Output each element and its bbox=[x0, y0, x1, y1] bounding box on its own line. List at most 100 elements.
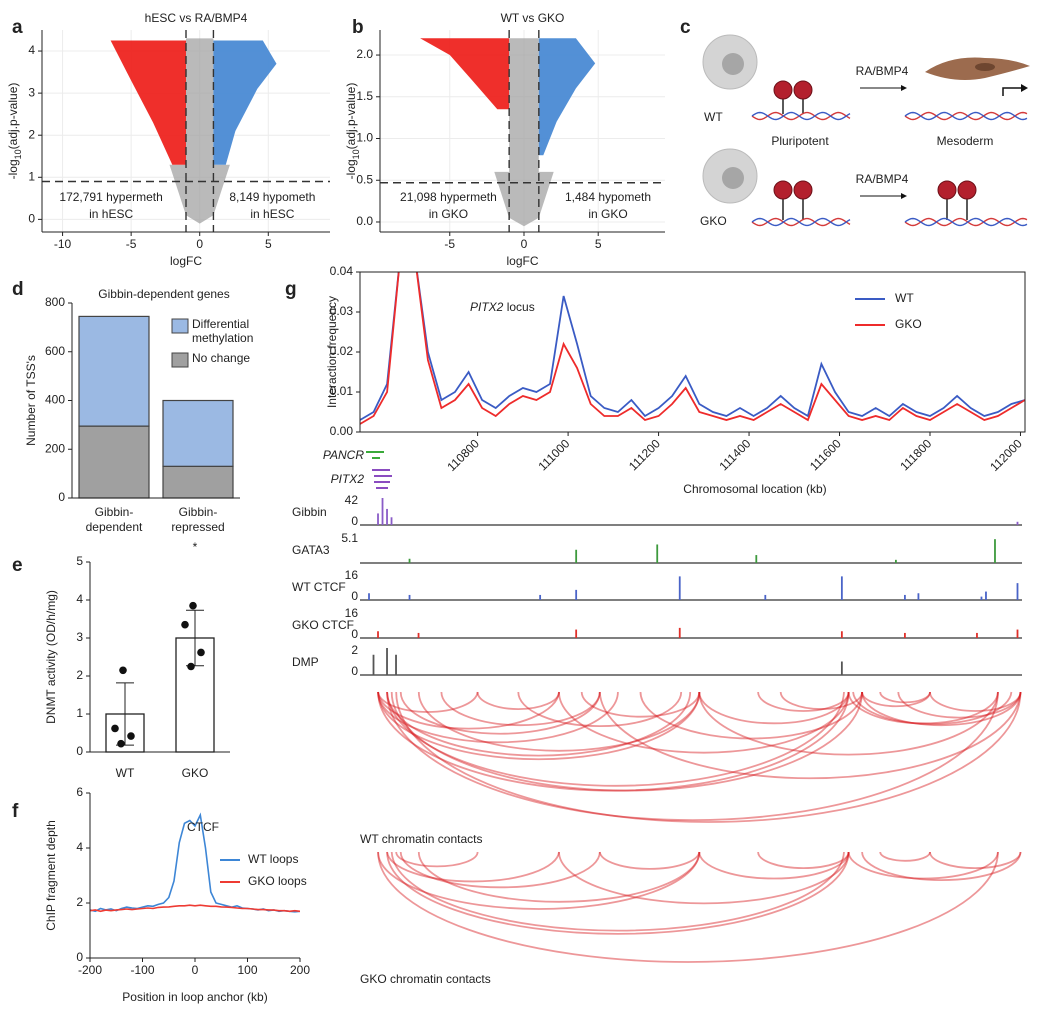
y-tick-label: 4 bbox=[76, 592, 83, 606]
gene-models bbox=[366, 451, 392, 489]
chart-title: WT vs GKO bbox=[501, 11, 565, 25]
x-tick-label: Gibbin- bbox=[179, 505, 218, 519]
line bbox=[90, 904, 300, 913]
x-tick-label: -5 bbox=[444, 237, 455, 251]
signal-bar bbox=[895, 559, 897, 563]
y-tick-label: 6 bbox=[76, 785, 83, 799]
dna-strand bbox=[751, 217, 851, 227]
track-label: DMP bbox=[292, 655, 319, 669]
data-point bbox=[127, 732, 135, 740]
transcription-arrow bbox=[1002, 87, 1025, 96]
data-point bbox=[187, 662, 195, 671]
point-cloud-area bbox=[213, 40, 277, 165]
lines bbox=[90, 812, 300, 913]
y-tick-label: 0.02 bbox=[330, 344, 354, 358]
contact-arc bbox=[386, 691, 692, 757]
track-tick-label: 16 bbox=[345, 606, 359, 620]
y-axis-label: ChIP fragment depth bbox=[44, 820, 58, 931]
signal-bar bbox=[390, 517, 393, 525]
panel-label: c bbox=[680, 17, 691, 38]
y-tick-label: 0 bbox=[28, 212, 35, 226]
y-axis-label: -log10(adj.p-value) bbox=[6, 83, 23, 180]
y-axis-label-part: (adj.p-value) bbox=[344, 83, 358, 150]
bar-segment bbox=[162, 465, 234, 499]
schematic: WT RA/BMP4 Pluripotent Mesoderm GKO RA/B… bbox=[700, 34, 1030, 228]
signal-bar bbox=[381, 498, 384, 525]
signal-bar bbox=[408, 594, 411, 600]
track-tick-label: 2 bbox=[351, 643, 358, 657]
annotation: PITX2 locus bbox=[470, 300, 535, 314]
panel-label: a bbox=[12, 17, 23, 38]
annotation: * bbox=[193, 540, 198, 554]
state-label: Pluripotent bbox=[771, 134, 829, 148]
y-tick-label: 0.04 bbox=[330, 264, 354, 278]
genotype-label: WT bbox=[704, 110, 723, 124]
y-axis-label-part: (adj.p-value) bbox=[6, 83, 20, 150]
contact-arc bbox=[377, 691, 850, 792]
y-tick-label: 0 bbox=[76, 744, 83, 758]
track-label: WT CTCF bbox=[292, 580, 346, 594]
chart-title: GKO chromatin contacts bbox=[360, 972, 491, 986]
y-tick-label: 1 bbox=[76, 706, 83, 720]
signal-bar bbox=[840, 661, 843, 675]
x-tick-label: -5 bbox=[126, 237, 137, 251]
track-tick-label: 0 bbox=[351, 627, 358, 641]
y-axis-label-part: -log bbox=[6, 159, 20, 179]
nucleus bbox=[975, 63, 995, 71]
signal-bar bbox=[840, 631, 843, 638]
x-tick-label: 111200 bbox=[626, 436, 663, 473]
contact-arc bbox=[757, 691, 850, 712]
contact-arc bbox=[639, 691, 863, 740]
contact-arc bbox=[558, 851, 850, 905]
lollipop-head bbox=[773, 80, 793, 100]
contact-arc bbox=[929, 691, 1022, 712]
panel-label: g bbox=[285, 279, 297, 300]
signal-bar bbox=[575, 629, 578, 638]
contact-arc bbox=[879, 851, 931, 862]
gene-label: PITX2 bbox=[331, 472, 365, 486]
contact-arc bbox=[847, 691, 999, 725]
track-tick-label: 5.1 bbox=[341, 531, 358, 545]
signal-bar bbox=[408, 558, 411, 563]
track-tick-label: 0 bbox=[351, 514, 358, 528]
y-tick-label: 4 bbox=[28, 43, 35, 57]
x-tick-label: -10 bbox=[54, 237, 72, 251]
signal-bar bbox=[904, 632, 906, 638]
signal-bar bbox=[1016, 521, 1019, 525]
signal-bar bbox=[755, 555, 758, 563]
legend-label: No change bbox=[192, 351, 251, 365]
gene-label: PANCR bbox=[323, 448, 364, 462]
signal-bar bbox=[417, 632, 420, 638]
y-tick-label: 0.01 bbox=[330, 384, 354, 398]
contact-arc bbox=[440, 691, 601, 727]
contact-arc bbox=[847, 851, 999, 880]
annotation: 8,149 hypometh bbox=[229, 190, 315, 204]
nucleus bbox=[722, 53, 744, 75]
data-point bbox=[197, 648, 205, 657]
dna-strand bbox=[751, 111, 851, 121]
legend-label: WT bbox=[895, 291, 914, 305]
signal-bar bbox=[575, 549, 578, 563]
contact-arc bbox=[377, 691, 619, 744]
x-axis-label: Position in loop anchor (kb) bbox=[122, 990, 267, 1004]
y-axis-label: Interaction frequency bbox=[325, 296, 339, 408]
annotation: 172,791 hypermeth bbox=[59, 190, 162, 204]
x-tick-label: 112000 bbox=[987, 436, 1025, 474]
contact-arc bbox=[580, 691, 701, 718]
point-cloud-area bbox=[169, 38, 230, 224]
track-label: Gibbin bbox=[292, 505, 327, 519]
line bbox=[360, 272, 1025, 421]
y-tick-label: 0.03 bbox=[330, 304, 354, 318]
x-tick-label: Gibbin- bbox=[95, 505, 134, 519]
signal-bar bbox=[386, 508, 388, 525]
y-tick-label: 2.0 bbox=[356, 47, 373, 61]
panel-label: d bbox=[12, 279, 24, 300]
y-axis-label: DNMT activity (OD/h/mg) bbox=[44, 590, 58, 724]
signal-bar bbox=[985, 591, 987, 600]
legend-label: GKO bbox=[895, 317, 922, 331]
x-tick-label: 100 bbox=[237, 963, 257, 977]
lollipop-head bbox=[793, 80, 813, 100]
chart-title: hESC vs RA/BMP4 bbox=[145, 11, 248, 25]
